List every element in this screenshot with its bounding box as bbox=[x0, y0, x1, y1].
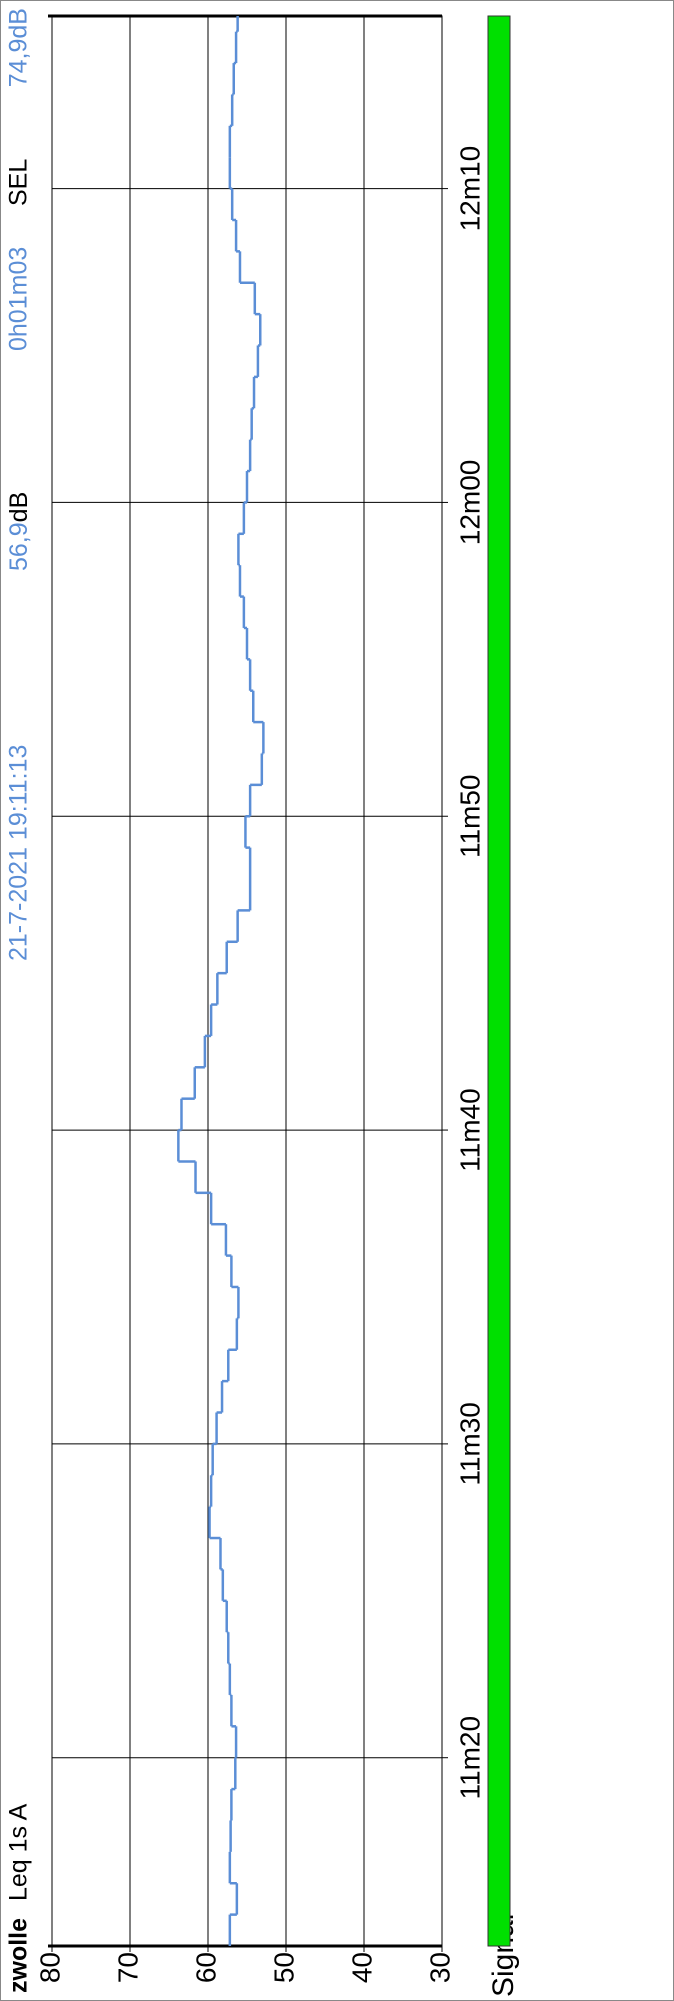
title: zwolle bbox=[5, 1918, 33, 1993]
rotated-chart: zwolle Leq 1s A 21-7-2021 19:11:13 56,9d… bbox=[5, 8, 520, 1997]
y-tick-label: 80 bbox=[34, 1952, 65, 1983]
y-tick-label: 40 bbox=[346, 1952, 377, 1983]
duration: 0h01m03 bbox=[5, 247, 33, 351]
x-tick-label: 12m10 bbox=[454, 146, 485, 232]
y-tick-label: 30 bbox=[424, 1952, 455, 1983]
leq-unit: dB bbox=[5, 492, 33, 523]
x-tick-label: 11m30 bbox=[454, 1402, 485, 1486]
signal-bar bbox=[487, 15, 511, 1947]
leq-value: 56,9 bbox=[5, 522, 33, 571]
y-tick-label: 50 bbox=[268, 1952, 299, 1983]
measure: Leq 1s A bbox=[5, 1803, 33, 1901]
x-tick-label: 12m00 bbox=[454, 460, 485, 546]
x-tick-label: 11m50 bbox=[454, 774, 485, 858]
plot-area bbox=[51, 15, 443, 1947]
y-tick-label: 70 bbox=[112, 1952, 143, 1983]
x-tick-label: 11m20 bbox=[454, 1716, 485, 1800]
x-tick-label: 11m40 bbox=[454, 1088, 485, 1172]
leq: 56,9dB bbox=[5, 492, 33, 571]
y-tick-label: 60 bbox=[190, 1952, 221, 1983]
sel-label: SEL bbox=[5, 159, 33, 206]
sel-value: 74,9dB bbox=[5, 8, 33, 87]
datetime: 21-7-2021 19:11:13 bbox=[5, 745, 33, 961]
